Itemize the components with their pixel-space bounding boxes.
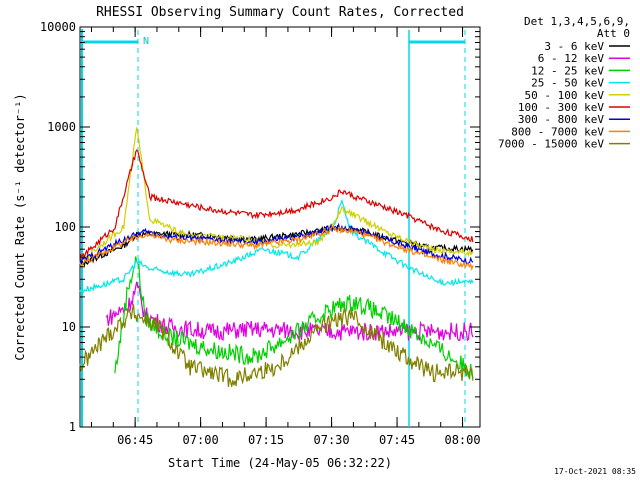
series-line-5 (79, 149, 474, 262)
night-marker-label: N (143, 36, 149, 47)
legend-header-line-2: Att 0 (597, 27, 630, 40)
observing-markers (81, 29, 466, 427)
x-tick-label-3: 07:30 (314, 433, 350, 447)
series-line-8 (79, 304, 474, 387)
x-tick-label-1: 07:00 (183, 433, 219, 447)
series-line-6 (79, 222, 474, 265)
legend-label-3: 25 - 50 keV (531, 77, 604, 90)
series-layer (79, 127, 474, 387)
series-line-1 (105, 281, 474, 342)
legend-label-5: 100 - 300 keV (518, 101, 604, 114)
y-tick-label-4: 10000 (40, 20, 76, 34)
legend-label-0: 3 - 6 keV (544, 40, 604, 53)
series-line-4 (79, 127, 474, 264)
y-tick-label-2: 100 (54, 220, 76, 234)
legend-label-4: 50 - 100 keV (525, 89, 605, 102)
timestamp: 17-Oct-2021 08:35 (554, 467, 636, 476)
legend-label-6: 300 - 800 keV (518, 113, 604, 126)
series-line-3 (79, 198, 474, 294)
x-tick-label-4: 07:45 (379, 433, 415, 447)
x-tick-label-2: 07:15 (248, 433, 284, 447)
chart-title: RHESSI Observing Summary Count Rates, Co… (96, 5, 464, 20)
legend-label-2: 12 - 25 keV (531, 64, 604, 77)
axes-layer: 1 10 100 1000 10000 06:45 07:00 07:15 07:30 07:45… (40, 20, 481, 447)
legend-label-1: 6 - 12 keV (538, 52, 605, 65)
series-line-7 (79, 225, 474, 271)
legend-header-line-1: Det 1,3,4,5,6,9, (524, 15, 630, 28)
series-line-2 (114, 256, 474, 380)
x-axis-label: Start Time (24-May-05 06:32:22) (168, 456, 392, 470)
legend-label-7: 800 - 7000 keV (511, 125, 604, 138)
series-line-0 (79, 224, 474, 267)
x-tick-label-5: 08:00 (444, 433, 480, 447)
y-tick-label-3: 1000 (47, 120, 76, 134)
legend-label-8: 7000 - 15000 keV (498, 138, 604, 151)
y-tick-label-0: 1 (69, 420, 76, 434)
y-axis-label: Corrected Count Rate (s⁻¹ detector⁻¹) (13, 93, 27, 360)
y-tick-label-1: 10 (62, 320, 76, 334)
x-tick-label-0: 06:45 (117, 433, 153, 447)
